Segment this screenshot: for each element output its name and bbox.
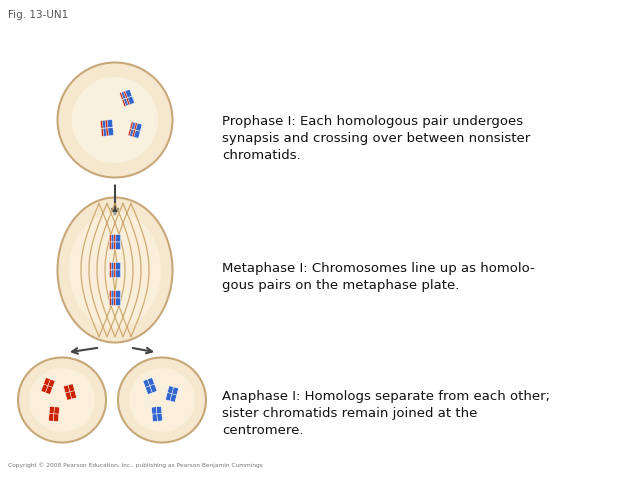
FancyBboxPatch shape [132,130,138,138]
FancyBboxPatch shape [116,234,121,242]
FancyBboxPatch shape [116,270,121,277]
Text: Fig. 13-UN1: Fig. 13-UN1 [8,10,68,20]
FancyBboxPatch shape [152,407,157,415]
FancyBboxPatch shape [107,120,113,128]
FancyBboxPatch shape [45,386,52,395]
FancyBboxPatch shape [120,92,126,100]
FancyBboxPatch shape [116,263,121,270]
FancyBboxPatch shape [44,378,51,386]
Ellipse shape [129,368,195,432]
Ellipse shape [72,77,158,163]
FancyBboxPatch shape [49,413,54,421]
FancyBboxPatch shape [53,414,59,421]
Text: Prophase I: Each homologous pair undergoes
synapsis and crossing over between no: Prophase I: Each homologous pair undergo… [222,115,531,162]
FancyBboxPatch shape [63,385,70,394]
FancyBboxPatch shape [116,290,121,298]
FancyBboxPatch shape [111,270,116,277]
FancyBboxPatch shape [70,391,77,399]
FancyBboxPatch shape [126,97,132,105]
FancyBboxPatch shape [167,386,174,394]
FancyBboxPatch shape [109,242,115,250]
FancyBboxPatch shape [111,263,116,270]
FancyBboxPatch shape [121,91,128,99]
FancyBboxPatch shape [134,130,140,138]
FancyBboxPatch shape [124,98,131,106]
FancyBboxPatch shape [124,90,131,98]
FancyBboxPatch shape [114,263,119,270]
FancyBboxPatch shape [109,263,115,270]
Text: Anaphase I: Homologs separate from each other;
sister chromatids remain joined a: Anaphase I: Homologs separate from each … [222,390,550,437]
FancyBboxPatch shape [108,128,114,136]
FancyBboxPatch shape [101,128,107,136]
FancyBboxPatch shape [150,384,157,393]
FancyBboxPatch shape [116,242,121,250]
FancyBboxPatch shape [116,298,121,306]
FancyBboxPatch shape [100,120,106,129]
FancyBboxPatch shape [114,234,119,242]
Text: Copyright © 2008 Pearson Education, Inc., publishing as Pearson Benjamin Cumming: Copyright © 2008 Pearson Education, Inc.… [8,462,263,468]
FancyBboxPatch shape [148,378,154,386]
Ellipse shape [29,368,95,432]
FancyBboxPatch shape [122,98,129,107]
FancyBboxPatch shape [111,242,116,250]
FancyBboxPatch shape [111,234,116,242]
FancyBboxPatch shape [54,407,60,415]
FancyBboxPatch shape [130,122,136,130]
FancyBboxPatch shape [125,89,132,97]
Ellipse shape [58,62,173,178]
FancyBboxPatch shape [41,384,48,393]
FancyBboxPatch shape [105,120,111,128]
FancyBboxPatch shape [114,242,119,250]
FancyBboxPatch shape [111,290,116,298]
FancyBboxPatch shape [114,290,119,298]
FancyBboxPatch shape [166,393,172,401]
FancyBboxPatch shape [145,386,152,395]
FancyBboxPatch shape [48,379,55,388]
FancyBboxPatch shape [102,120,108,128]
FancyBboxPatch shape [132,122,138,130]
FancyBboxPatch shape [134,123,140,131]
FancyBboxPatch shape [128,96,134,105]
Ellipse shape [69,212,161,328]
FancyBboxPatch shape [103,128,109,136]
FancyBboxPatch shape [65,392,72,400]
FancyBboxPatch shape [152,414,157,421]
FancyBboxPatch shape [109,270,115,277]
FancyBboxPatch shape [156,407,162,414]
FancyBboxPatch shape [49,407,55,414]
FancyBboxPatch shape [130,129,136,137]
FancyBboxPatch shape [114,298,119,306]
FancyBboxPatch shape [114,270,119,277]
FancyBboxPatch shape [128,129,134,137]
FancyBboxPatch shape [172,387,179,396]
Text: Metaphase I: Chromosomes line up as homolo-
gous pairs on the metaphase plate.: Metaphase I: Chromosomes line up as homo… [222,262,535,292]
Ellipse shape [58,197,173,343]
FancyBboxPatch shape [136,123,142,132]
FancyBboxPatch shape [111,298,116,306]
FancyBboxPatch shape [143,379,150,388]
FancyBboxPatch shape [106,128,111,136]
FancyBboxPatch shape [109,234,115,242]
FancyBboxPatch shape [109,290,115,298]
Ellipse shape [118,358,206,443]
Ellipse shape [18,358,106,443]
FancyBboxPatch shape [157,413,163,421]
FancyBboxPatch shape [170,394,177,402]
FancyBboxPatch shape [109,298,115,306]
FancyBboxPatch shape [68,384,75,392]
